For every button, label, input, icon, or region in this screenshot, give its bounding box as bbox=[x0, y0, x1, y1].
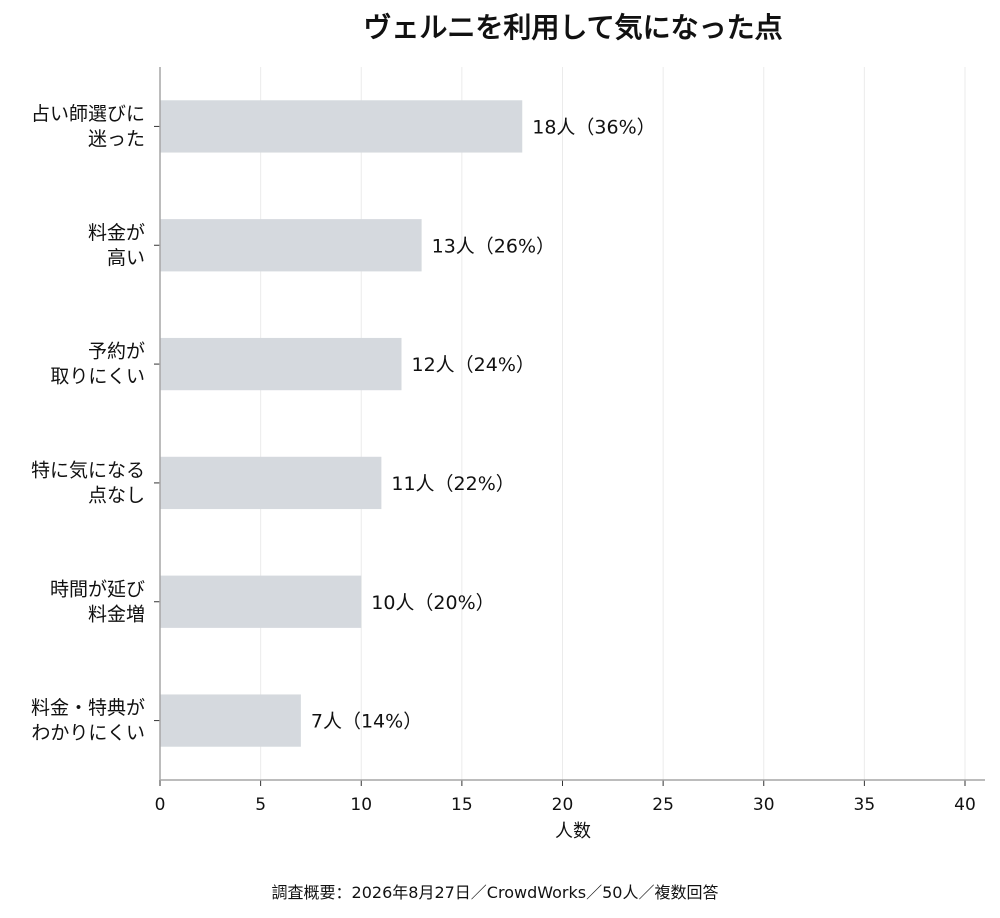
x-tick-label: 20 bbox=[552, 795, 574, 815]
x-axis-label: 人数 bbox=[555, 821, 591, 842]
category-label-line: わかりにくい bbox=[31, 722, 145, 744]
category-label-line: 高い bbox=[107, 247, 145, 269]
gridlines bbox=[260, 67, 966, 780]
category-label: 特に気になる点なし bbox=[31, 459, 145, 506]
bar bbox=[160, 337, 402, 391]
bar bbox=[160, 694, 301, 747]
category-label: 料金・特典がわかりにくい bbox=[31, 697, 145, 744]
category-label: 料金が高い bbox=[88, 222, 145, 269]
category-label-line: 時間が延び bbox=[50, 578, 145, 600]
x-tick-label: 30 bbox=[753, 795, 775, 815]
bar bbox=[160, 575, 362, 628]
category-label: 占い師選びに迷った bbox=[31, 103, 145, 150]
bar bbox=[160, 456, 382, 510]
x-tick-label: 10 bbox=[350, 795, 372, 815]
x-tick-label: 35 bbox=[854, 795, 876, 815]
data-label: 13人（26%） bbox=[432, 235, 555, 257]
data-label: 11人（22%） bbox=[391, 473, 514, 495]
survey-footnote: 調査概要：2026年8月27日／CrowdWorks／50人／複数回答 bbox=[272, 883, 719, 902]
data-label: 12人（24%） bbox=[412, 354, 535, 376]
category-label-line: 占い師選びに bbox=[31, 103, 145, 125]
category-label-line: 料金増 bbox=[88, 603, 145, 625]
data-label: 10人（20%） bbox=[371, 592, 494, 614]
category-label-line: 料金・特典が bbox=[31, 697, 145, 719]
category-label-line: 予約が bbox=[88, 341, 145, 363]
x-tick-label: 40 bbox=[954, 795, 976, 815]
category-label-line: 取りにくい bbox=[50, 366, 145, 388]
bars: 18人（36%） 13人（26%） 12人（24%） 11人（22%） 10人（20%）… bbox=[160, 100, 656, 747]
category-label-line: 料金が bbox=[88, 222, 145, 244]
bar bbox=[160, 100, 523, 153]
x-tick-label: 5 bbox=[255, 795, 266, 815]
category-label: 予約が取りにくい bbox=[50, 341, 145, 388]
category-label-line: 点なし bbox=[88, 484, 145, 506]
axes: 0 5 10 15 20 25 30 35 40 占い師選びに迷った料金が高い予約が取りにくい特に… bbox=[31, 67, 985, 815]
category-label-line: 特に気になる bbox=[31, 459, 145, 481]
data-label: 18人（36%） bbox=[532, 116, 655, 138]
x-tick-label: 25 bbox=[652, 795, 674, 815]
bar bbox=[160, 219, 422, 272]
chart-title: ヴェルニを利用して気になった点 bbox=[363, 11, 782, 44]
x-tick-label: 0 bbox=[155, 795, 166, 815]
x-tick-label: 15 bbox=[451, 795, 473, 815]
data-label: 7人（14%） bbox=[311, 711, 422, 733]
category-label-line: 迷った bbox=[88, 128, 145, 150]
category-label: 時間が延び料金増 bbox=[50, 578, 145, 625]
